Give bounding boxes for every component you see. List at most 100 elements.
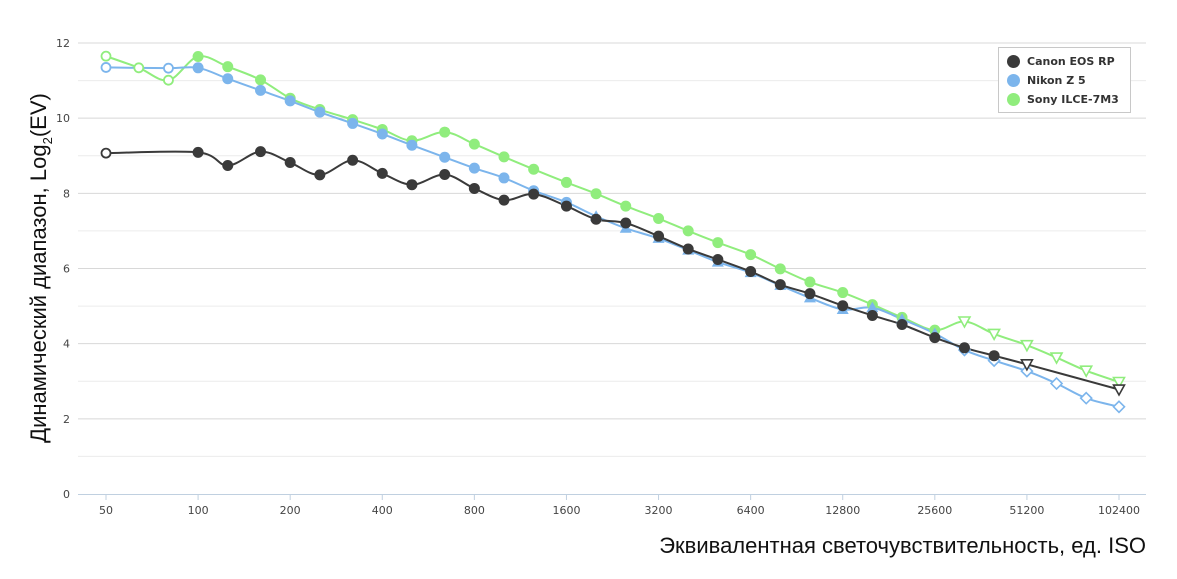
data-point[interactable] — [406, 139, 418, 151]
data-point[interactable] — [837, 287, 849, 299]
x-tick-label: 200 — [280, 504, 301, 517]
data-point[interactable] — [866, 301, 879, 313]
data-point[interactable] — [774, 279, 786, 291]
data-point[interactable] — [987, 328, 1001, 342]
data-point[interactable] — [1112, 400, 1126, 414]
data-point[interactable] — [192, 51, 204, 63]
data-point[interactable] — [957, 316, 972, 329]
y-tick-label: 10 — [56, 112, 70, 125]
data-point[interactable] — [314, 169, 326, 181]
x-tick-label: 25600 — [917, 504, 952, 517]
data-point[interactable] — [1112, 384, 1126, 397]
data-point[interactable] — [837, 300, 849, 312]
data-point[interactable] — [100, 50, 112, 62]
data-point[interactable] — [866, 309, 878, 321]
data-point[interactable] — [192, 62, 204, 74]
chart-legend: Canon EOS RP Nikon Z 5 Sony ILCE-7M3 — [998, 47, 1131, 113]
series-line — [105, 150, 1120, 391]
chart-grid — [78, 42, 1146, 495]
y-axis-title-suffix: (EV) — [26, 93, 51, 137]
data-point[interactable] — [590, 213, 602, 225]
data-point[interactable] — [988, 350, 1000, 362]
x-tick-label: 3200 — [645, 504, 673, 517]
data-point[interactable] — [498, 151, 510, 163]
legend-item-canon[interactable]: Canon EOS RP — [1007, 52, 1130, 71]
x-axis-title: Эквивалентная светочувствительность, ед.… — [659, 533, 1146, 558]
data-point[interactable] — [192, 146, 204, 158]
data-point[interactable] — [222, 160, 234, 172]
legend-item-nikon[interactable]: Nikon Z 5 — [1007, 71, 1130, 90]
data-point[interactable] — [498, 172, 510, 184]
data-point[interactable] — [314, 106, 326, 118]
data-point[interactable] — [1049, 352, 1064, 365]
data-point[interactable] — [682, 243, 694, 255]
data-point[interactable] — [804, 276, 816, 288]
data-point[interactable] — [439, 169, 451, 181]
x-tick-label: 100 — [188, 504, 209, 517]
data-point[interactable] — [774, 263, 786, 275]
data-point[interactable] — [222, 61, 234, 73]
data-point[interactable] — [284, 95, 296, 107]
data-point[interactable] — [560, 176, 572, 188]
data-point[interactable] — [620, 200, 632, 212]
data-point[interactable] — [958, 342, 970, 354]
data-point[interactable] — [347, 154, 359, 166]
x-axis-ticks: 50 100 200 400 800 1600 3200 6400 12800 25600 5120… — [99, 494, 1140, 517]
data-point[interactable] — [468, 162, 480, 174]
data-point[interactable] — [620, 217, 632, 229]
data-point[interactable] — [439, 126, 451, 138]
data-point[interactable] — [347, 117, 359, 129]
data-point[interactable] — [745, 266, 757, 278]
data-point[interactable] — [560, 200, 572, 212]
data-point[interactable] — [100, 147, 112, 159]
y-axis-title: Динамический диапазон, Log2(EV) — [26, 93, 55, 443]
data-point[interactable] — [1079, 391, 1093, 405]
data-point[interactable] — [406, 179, 418, 191]
x-tick-label: 6400 — [737, 504, 765, 517]
x-tick-label: 800 — [464, 504, 485, 517]
data-point[interactable] — [804, 288, 816, 300]
x-tick-label: 400 — [372, 504, 393, 517]
data-point[interactable] — [163, 62, 174, 74]
x-tick-label: 102400 — [1098, 504, 1140, 517]
data-point[interactable] — [590, 188, 602, 200]
data-point[interactable] — [1049, 376, 1064, 391]
data-point[interactable] — [376, 128, 388, 140]
data-point[interactable] — [1020, 339, 1034, 353]
legend-marker-nikon — [1007, 74, 1020, 87]
data-point[interactable] — [468, 182, 480, 194]
data-point[interactable] — [255, 74, 267, 86]
x-tick-label: 12800 — [825, 504, 860, 517]
data-point[interactable] — [682, 225, 694, 237]
data-point[interactable] — [896, 318, 908, 330]
data-point[interactable] — [439, 151, 451, 163]
data-point[interactable] — [1112, 376, 1126, 390]
data-point[interactable] — [712, 253, 724, 265]
data-point[interactable] — [284, 157, 296, 169]
x-tick-label: 50 — [99, 504, 113, 517]
data-point[interactable] — [163, 74, 174, 86]
data-point[interactable] — [255, 146, 267, 158]
legend-item-sony[interactable]: Sony ILCE-7M3 — [1007, 90, 1130, 109]
data-point[interactable] — [528, 163, 540, 175]
y-axis-title-subscript: 2 — [40, 137, 55, 144]
data-point[interactable] — [100, 62, 112, 73]
data-point[interactable] — [745, 249, 757, 261]
data-point[interactable] — [468, 138, 480, 150]
data-point[interactable] — [133, 62, 145, 74]
data-point[interactable] — [376, 167, 388, 179]
data-point[interactable] — [929, 332, 941, 344]
y-tick-label: 0 — [63, 488, 70, 501]
data-point[interactable] — [1079, 365, 1094, 378]
data-point[interactable] — [653, 230, 665, 242]
x-tick-label: 51200 — [1009, 504, 1044, 517]
data-point[interactable] — [712, 237, 724, 249]
data-point[interactable] — [255, 84, 267, 96]
data-point[interactable] — [222, 73, 234, 85]
data-point[interactable] — [653, 213, 665, 225]
series-line — [105, 55, 1120, 383]
data-point[interactable] — [528, 188, 540, 200]
data-point[interactable] — [498, 194, 510, 206]
data-point[interactable] — [1020, 359, 1034, 372]
y-tick-label: 8 — [63, 187, 70, 200]
